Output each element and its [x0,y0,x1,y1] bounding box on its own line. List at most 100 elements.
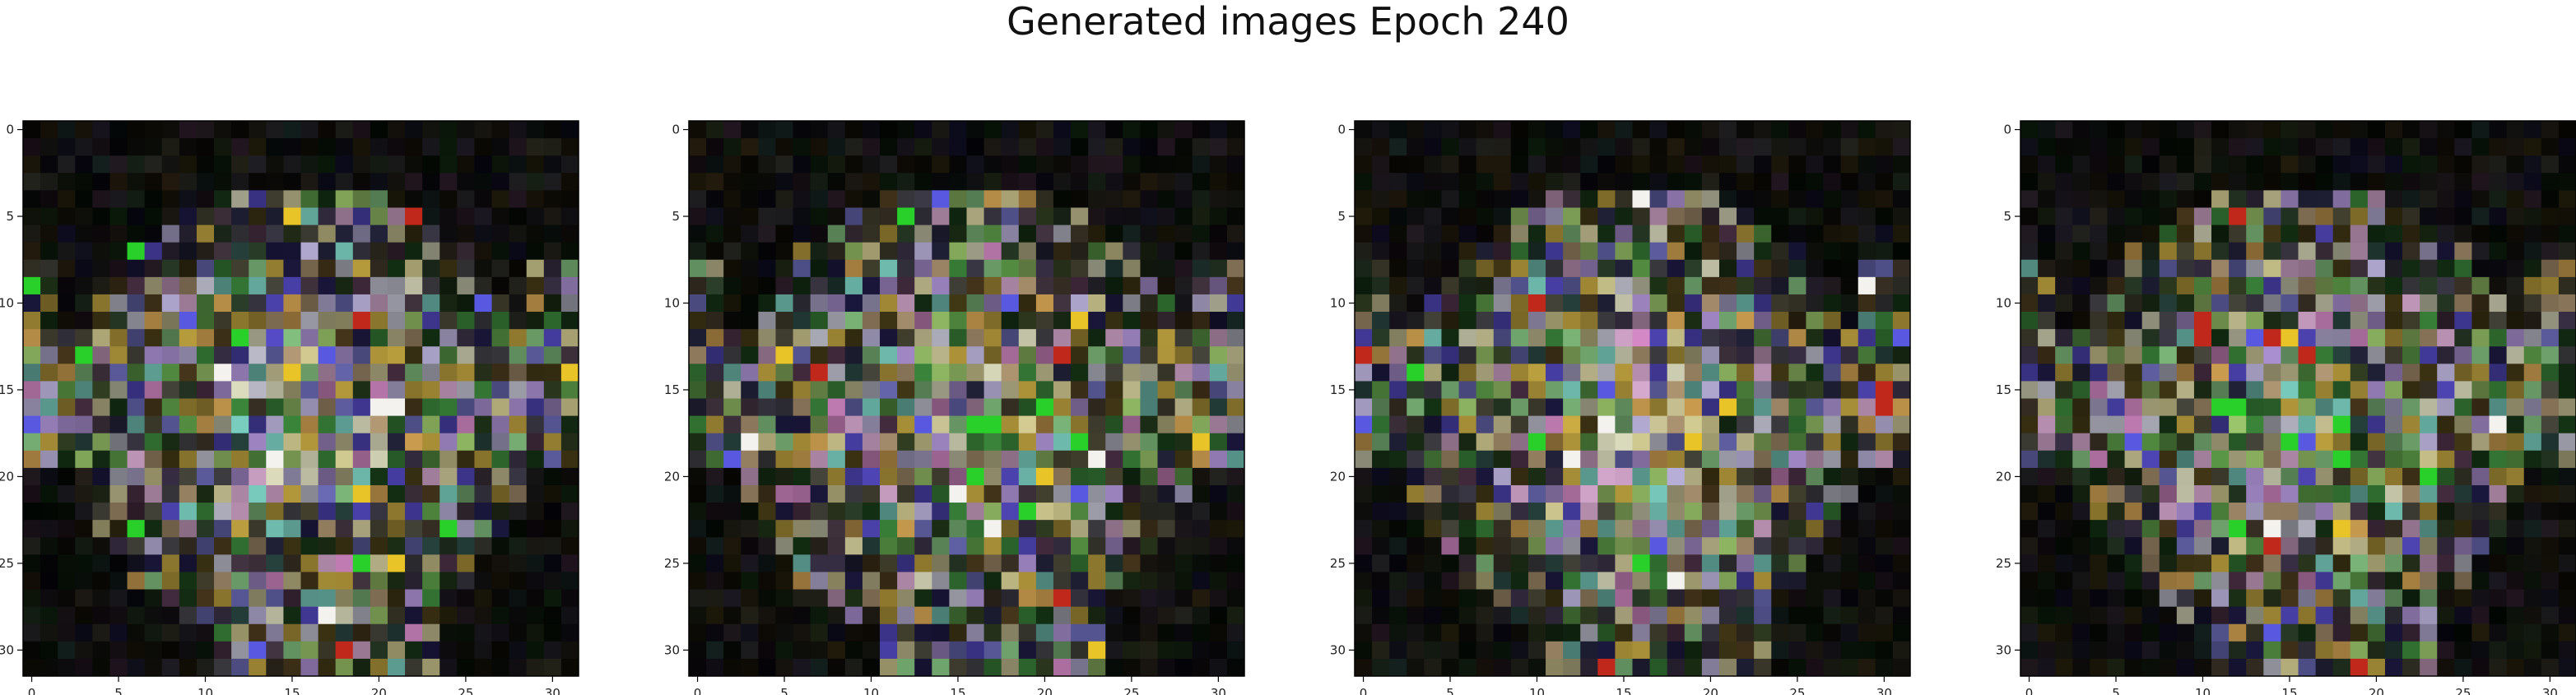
image-pixel [40,242,58,261]
image-pixel [1754,641,1772,660]
image-pixel [897,415,915,434]
image-pixel [1684,398,1703,416]
image-pixel [2020,467,2039,486]
image-pixel [2090,276,2108,295]
image-pixel [1035,433,1054,452]
image-pixel [2437,121,2455,139]
image-pixel [1649,589,1668,608]
image-pixel [2229,433,2247,452]
image-pixel [1649,503,1668,521]
image-pixel [1071,467,1089,486]
image-pixel [1875,242,1894,261]
image-pixel [1424,173,1442,191]
x-tick-label: 5 [780,686,788,695]
image-pixel [352,190,371,208]
image-pixel [1424,641,1442,660]
image-pixel [1737,225,1755,243]
image-pixel [2107,329,2125,347]
image-pixel [2402,589,2420,608]
image-pixel [1123,155,1141,174]
image-pixel [1088,537,1106,555]
image-pixel [266,190,284,208]
image-pixel [2454,381,2472,399]
image-pixel [1140,520,1158,538]
image-pixel [405,276,423,295]
image-pixel [23,554,41,572]
image-pixel [1858,207,1876,225]
image-pixel [949,259,967,278]
image-pixel [1226,484,1245,503]
image-pixel [1580,276,1598,295]
image-pixel [2298,173,2316,191]
image-pixel [370,364,388,382]
image-pixel [1615,207,1633,225]
image-pixel [231,658,249,677]
image-pixel [1123,207,1141,225]
image-pixel [491,433,510,452]
image-pixel [1737,554,1755,572]
image-pixel [509,121,528,139]
image-pixel [2332,312,2351,330]
image-pixel [1510,537,1529,555]
image-pixel [1053,503,1072,521]
image-pixel [1510,346,1529,364]
image-pixel [706,381,724,399]
image-pixel [2454,433,2472,452]
image-pixel [2124,242,2143,261]
image-pixel [1389,589,1407,608]
image-pixel [1209,173,1228,191]
image-pixel [758,450,776,469]
image-pixel [2176,225,2195,243]
image-pixel [109,658,128,677]
image-pixel [810,467,829,486]
image-pixel [300,433,319,452]
image-pixel [231,155,249,174]
image-pixel [2454,242,2472,261]
image-pixel [2072,381,2090,399]
image-pixel [300,415,319,434]
image-pixel [335,294,354,313]
image-pixel [2038,225,2056,243]
image-pixel [179,121,198,139]
image-pixel [526,155,545,174]
image-pixel [2055,606,2073,625]
image-pixel [1546,433,1564,452]
image-pixel [92,329,110,347]
image-pixel [983,155,1002,174]
image-pixel [2176,658,2195,677]
image-pixel [491,138,510,156]
image-pixel [92,433,110,452]
image-pixel [2072,572,2090,590]
image-pixel [1875,537,1894,555]
image-pixel [23,641,41,660]
image-pixel [1788,484,1806,503]
image-pixel [2384,467,2403,486]
image-pixel [1580,312,1598,330]
image-pixel [1071,520,1089,538]
image-pixel [897,641,915,660]
image-pixel [266,606,284,625]
image-pixel [1754,259,1772,278]
image-pixel [2384,190,2403,208]
image-pixel [1771,398,1789,416]
image-pixel [706,276,724,295]
image-pixel [1892,121,1911,139]
image-pixel [1476,520,1495,538]
image-pixel [2298,641,2316,660]
image-pixel [1858,173,1876,191]
image-pixel [2384,537,2403,555]
image-pixel [1123,242,1141,261]
image-pixel [1174,381,1193,399]
image-pixel [1424,415,1442,434]
image-pixel [92,589,110,608]
image-pixel [2420,589,2438,608]
image-pixel [370,294,388,313]
image-pixel [1684,658,1703,677]
image-pixel [370,503,388,521]
image-pixel [2315,225,2334,243]
image-pixel [2020,242,2039,261]
image-pixel [1858,190,1876,208]
image-pixel [1649,606,1668,625]
image-pixel [689,415,707,434]
image-pixel [1546,606,1564,625]
